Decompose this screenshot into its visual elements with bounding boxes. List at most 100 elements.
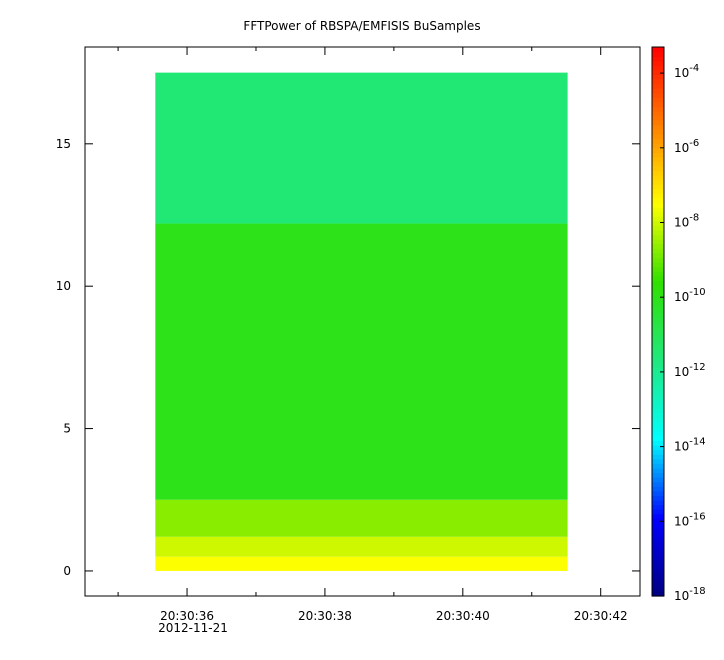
y-tick-label: 15: [56, 137, 71, 151]
colorbar-tick-label: 10-4: [674, 63, 699, 80]
colorbar-cell: [652, 97, 664, 103]
colorbar-cell: [652, 184, 664, 190]
colorbar-cell: [652, 188, 664, 194]
colorbar-cell: [652, 294, 664, 300]
colorbar-cell: [652, 518, 664, 524]
x-tick-label: 20:30:42: [574, 609, 628, 623]
colorbar-cell: [652, 573, 664, 579]
colorbar-cell: [652, 230, 664, 236]
colorbar-cell: [652, 88, 664, 94]
colorbar-cell: [652, 499, 664, 506]
colorbar-cell: [652, 413, 664, 419]
colorbar-cell: [652, 380, 664, 387]
colorbar-cell: [652, 490, 664, 496]
colorbar-cell: [652, 143, 664, 149]
colorbar-cell: [652, 522, 664, 528]
colorbar-cell: [652, 582, 664, 588]
colorbar-cell: [652, 353, 664, 359]
colorbar-cell: [652, 92, 664, 98]
colorbar-cell: [652, 197, 664, 204]
colorbar-cell: [652, 390, 664, 396]
colorbar-cell: [652, 463, 664, 469]
colorbar-cell: [652, 316, 664, 323]
colorbar-cell: [652, 170, 664, 176]
colorbar-cell: [652, 147, 664, 153]
colorbar-cell: [652, 348, 664, 355]
colorbar-cell: [652, 69, 664, 76]
colorbar-cell: [652, 563, 664, 570]
colorbar-cell: [652, 234, 664, 240]
colorbar-cell: [652, 422, 664, 428]
colorbar-cell: [652, 472, 664, 478]
colorbar-cell: [652, 83, 664, 89]
colorbar-cell: [652, 211, 664, 217]
colorbar-cell: [652, 271, 664, 277]
colorbar-cell: [652, 74, 664, 80]
colorbar-cell: [652, 120, 664, 126]
colorbar-tick-label: 10-14: [674, 437, 706, 454]
colorbar-cell: [652, 262, 664, 268]
colorbar-cell: [652, 426, 664, 432]
colorbar-cell: [652, 307, 664, 313]
colorbar-cell: [652, 101, 664, 108]
colorbar-cell: [652, 417, 664, 423]
colorbar-cell: [652, 509, 664, 515]
date-label: 2012-11-21: [158, 621, 228, 635]
spectrogram-band: [155, 536, 568, 557]
colorbar-cell: [652, 358, 664, 364]
colorbar-tick-label: 10-12: [674, 362, 706, 379]
colorbar-cell: [652, 193, 664, 199]
colorbar-cell: [652, 216, 664, 222]
colorbar-cell: [652, 179, 664, 185]
colorbar-tick-label: 10-16: [674, 511, 706, 528]
colorbar-cell: [652, 133, 664, 140]
x-tick-label: 20:30:38: [298, 609, 352, 623]
chart-title: FFTPower of RBSPA/EMFISIS BuSamples: [243, 19, 480, 33]
colorbar-cell: [652, 454, 664, 460]
colorbar-cell: [652, 541, 664, 547]
colorbar-cell: [652, 243, 664, 249]
spectrogram-band: [155, 499, 568, 537]
colorbar-cell: [652, 207, 664, 213]
colorbar-cell: [652, 152, 664, 158]
colorbar-cell: [652, 467, 664, 474]
colorbar-cell: [652, 550, 664, 556]
colorbar-cell: [652, 330, 664, 336]
colorbar-cell: [652, 362, 664, 368]
colorbar-cell: [652, 559, 664, 565]
colorbar-cell: [652, 303, 664, 309]
x-tick-label: 20:30:40: [436, 609, 490, 623]
x-tick-label: 20:30:36: [160, 609, 214, 623]
colorbar-cell: [652, 289, 664, 295]
colorbar-cell: [652, 115, 664, 121]
colorbar-cell: [652, 435, 664, 442]
y-tick-label: 10: [56, 279, 71, 293]
colorbar-tick-label: 10-8: [674, 213, 699, 230]
colorbar-tick-label: 10-10: [674, 287, 706, 304]
colorbar-cell: [652, 161, 664, 167]
colorbar-tick-label: 10-6: [674, 138, 699, 155]
colorbar-cell: [652, 252, 664, 259]
y-tick-label: 0: [63, 564, 71, 578]
plot-frame: [84, 46, 641, 597]
colorbar-cell: [652, 568, 664, 574]
colorbar-cell: [652, 477, 664, 483]
colorbar-cell: [652, 591, 664, 597]
colorbar-cell: [652, 481, 664, 487]
colorbar-tick-label: 10-18: [674, 586, 706, 603]
colorbar-cell: [652, 335, 664, 341]
colorbar-cell: [652, 408, 664, 414]
colorbar-cell: [652, 266, 664, 272]
colorbar-cell: [652, 257, 664, 263]
colorbar-cell: [652, 248, 664, 254]
colorbar-cell: [652, 554, 664, 560]
colorbar-cell: [652, 284, 664, 291]
colorbar-cell: [652, 495, 664, 501]
colorbar-cell: [652, 367, 664, 373]
colorbar-cell: [652, 321, 664, 327]
colorbar-cell: [652, 124, 664, 130]
colorbar-cell: [652, 106, 664, 112]
colorbar-cell: [652, 225, 664, 231]
colorbar-cell: [652, 202, 664, 208]
colorbar-cell: [652, 545, 664, 551]
